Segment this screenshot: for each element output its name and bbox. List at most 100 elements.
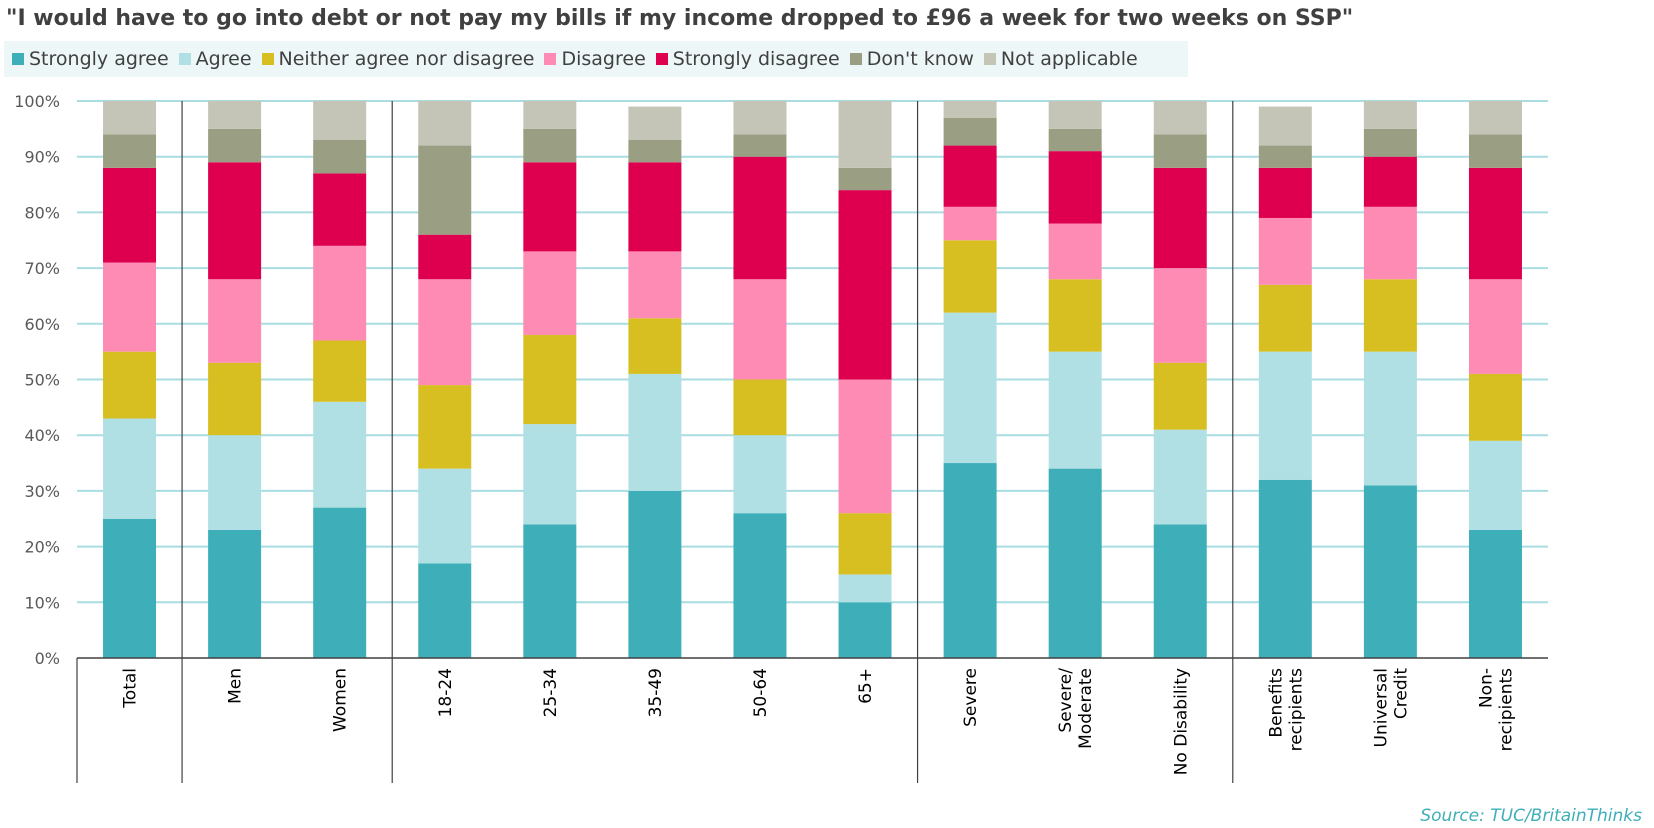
bar-segment	[418, 234, 472, 280]
bar-segment	[733, 513, 787, 658]
bar-segment	[733, 435, 787, 514]
bar-segment	[1363, 279, 1417, 352]
legend-swatch	[849, 53, 862, 65]
bar-segment	[313, 101, 367, 140]
legend-swatch	[544, 53, 557, 65]
bar-segment	[418, 563, 472, 658]
x-tick-label: Women	[331, 668, 351, 732]
bar-segment	[1468, 101, 1522, 135]
bar-segment	[1363, 351, 1417, 486]
bar-segment	[313, 173, 367, 246]
bar-segment	[1258, 351, 1312, 480]
bar-segment	[628, 373, 682, 491]
chart-title: "I would have to go into debt or not pay…	[6, 6, 1354, 31]
legend-label: Agree	[195, 48, 252, 70]
legend: Strongly agree Agree Neither agree nor dis…	[4, 41, 1188, 77]
bar-segment	[943, 312, 997, 464]
x-tick-label: Severe	[961, 668, 981, 727]
bar-segment	[418, 468, 472, 564]
y-tick-label: 80%	[24, 203, 60, 222]
bar-segment	[943, 206, 997, 241]
bar-segment	[523, 424, 577, 525]
bar-segment	[313, 507, 367, 658]
bar-segment	[838, 602, 892, 658]
legend-label: Don't know	[866, 48, 974, 70]
legend-label: Not applicable	[1000, 48, 1138, 70]
x-tick-label: UniversalCredit	[1371, 668, 1411, 748]
legend-swatch	[12, 53, 24, 65]
bar-segment	[838, 190, 892, 380]
legend-item: Disagree	[544, 48, 646, 70]
bar-segment	[103, 418, 157, 519]
bar-segment	[523, 128, 577, 163]
legend-item: Neither agree nor disagree	[261, 48, 535, 70]
legend-item: Strongly disagree	[655, 48, 840, 70]
x-tick-label: 50-64	[751, 668, 771, 717]
bar-segment	[1048, 128, 1102, 152]
bar-segment	[418, 279, 472, 386]
bar-segment	[1363, 156, 1417, 207]
bar-segment	[1153, 429, 1207, 525]
bar-segment	[733, 379, 787, 436]
bar-segment	[1048, 223, 1102, 280]
bar-segment	[943, 463, 997, 658]
bar-segment	[208, 128, 262, 163]
source-note: Source: TUC/BritainThinks	[1420, 806, 1642, 826]
bar-segment	[523, 251, 577, 335]
bar-segment	[628, 106, 682, 140]
bar-segment	[1258, 217, 1312, 285]
legend-label: Neither agree nor disagree	[278, 48, 535, 70]
bar-segment	[103, 167, 157, 263]
y-tick-label: 30%	[24, 482, 60, 501]
x-tick-label: 35-49	[646, 668, 666, 717]
x-tick-label: Total	[121, 668, 141, 709]
bar-segment	[1258, 284, 1312, 352]
bar-segment	[1153, 268, 1207, 363]
y-tick-label: 40%	[24, 426, 60, 445]
y-tick-label: 100%	[14, 92, 60, 111]
bar-segment	[1153, 362, 1207, 430]
bar-segment	[523, 101, 577, 129]
legend-label: Disagree	[561, 48, 646, 70]
bar-segment	[103, 518, 157, 658]
bar-segment	[1048, 279, 1102, 352]
legend-item: Don't know	[849, 48, 974, 70]
y-tick-label: 70%	[24, 259, 60, 278]
bar-segment	[943, 145, 997, 207]
bar-segment	[523, 524, 577, 658]
bar-segment	[1258, 145, 1312, 168]
bar-segment	[1153, 167, 1207, 269]
bar-segment	[418, 145, 472, 235]
legend-item: Not applicable	[983, 48, 1138, 70]
bar-segment	[733, 134, 787, 157]
bar-segment	[1153, 134, 1207, 168]
legend-item: Strongly agree	[12, 48, 169, 70]
y-tick-label: 10%	[24, 593, 60, 612]
x-tick-label: 18-24	[436, 668, 456, 717]
bar-segment	[628, 490, 682, 658]
bar-segment	[1363, 101, 1417, 129]
legend-swatch	[983, 53, 996, 65]
bar-segment	[103, 101, 157, 135]
bar-segment	[1468, 529, 1522, 658]
bar-segment	[523, 334, 577, 425]
bar-segment	[1258, 167, 1312, 218]
y-tick-label: 90%	[24, 148, 60, 167]
bar-segment	[1048, 468, 1102, 658]
x-tick-label: 65+	[856, 668, 876, 704]
bar-segment	[838, 379, 892, 514]
x-tick-label: Non-recipients	[1476, 668, 1516, 752]
bar-segment	[208, 529, 262, 658]
bar-segment	[1048, 351, 1102, 469]
bar-segment	[733, 101, 787, 135]
bar-segment	[418, 101, 472, 146]
x-tick-label: 25-34	[541, 668, 561, 717]
bar-segment	[1153, 524, 1207, 658]
bar-segment	[1468, 279, 1522, 374]
bar-segment	[943, 117, 997, 146]
bar-segment	[208, 162, 262, 280]
y-tick-label: 20%	[24, 538, 60, 557]
bar-segment	[208, 435, 262, 530]
bar-segment	[838, 574, 892, 603]
